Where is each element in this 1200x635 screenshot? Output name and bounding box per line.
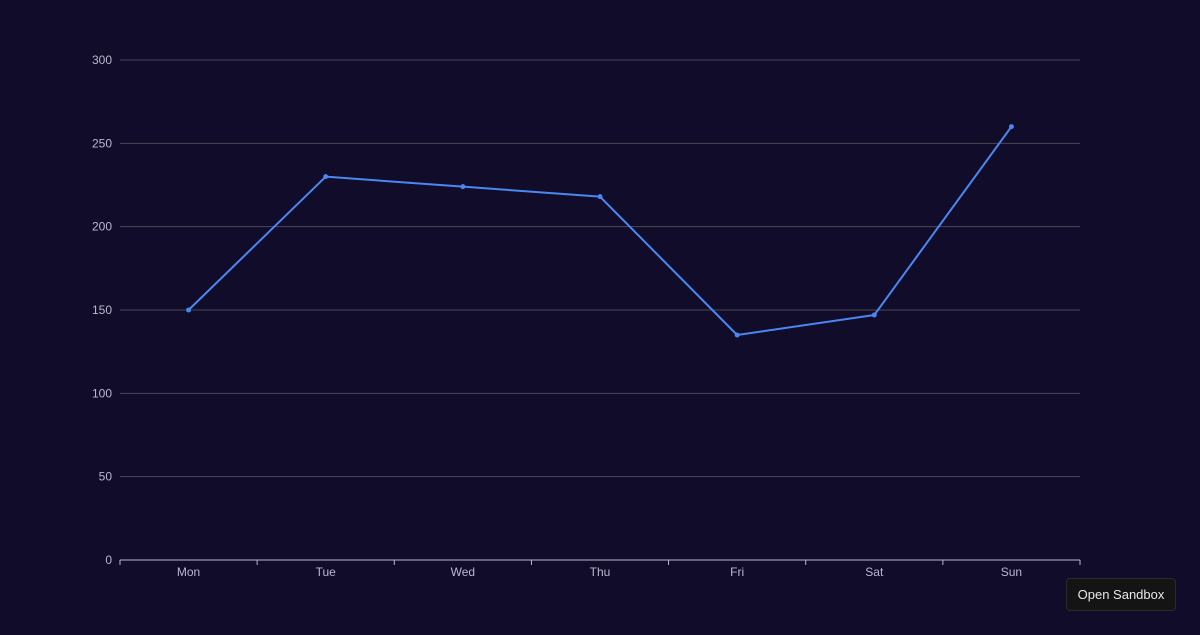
x-axis [119,559,1081,565]
data-point[interactable] [1008,124,1014,130]
grid-lines [120,59,1080,478]
x-tick-label: Sat [865,565,884,579]
data-point[interactable] [460,184,466,190]
y-tick-label: 0 [105,553,112,567]
y-tick-label: 300 [92,53,112,67]
x-tick-label: Mon [177,565,200,579]
y-tick-label: 100 [92,386,112,400]
y-tick-label: 200 [92,220,112,234]
series-line [187,126,1013,336]
data-point[interactable] [186,307,192,313]
data-point[interactable] [323,174,329,180]
y-axis-tick-labels: 0 50 100 150 200 250 300 [92,53,112,567]
x-axis-tick-labels: Mon Tue Wed Thu Fri Sat Sun [177,565,1022,579]
y-tick-label: 150 [92,303,112,317]
data-point[interactable] [871,312,877,318]
x-tick-label: Thu [590,565,611,579]
x-tick-label: Fri [730,565,744,579]
x-tick-label: Tue [316,565,337,579]
series-layer [186,124,1014,338]
y-tick-label: 50 [99,470,113,484]
data-point[interactable] [734,332,740,338]
y-tick-label: 250 [92,136,112,150]
open-sandbox-button[interactable]: Open Sandbox [1066,578,1176,611]
data-point[interactable] [597,194,603,200]
x-tick-label: Wed [451,565,475,579]
x-tick-label: Sun [1001,565,1022,579]
